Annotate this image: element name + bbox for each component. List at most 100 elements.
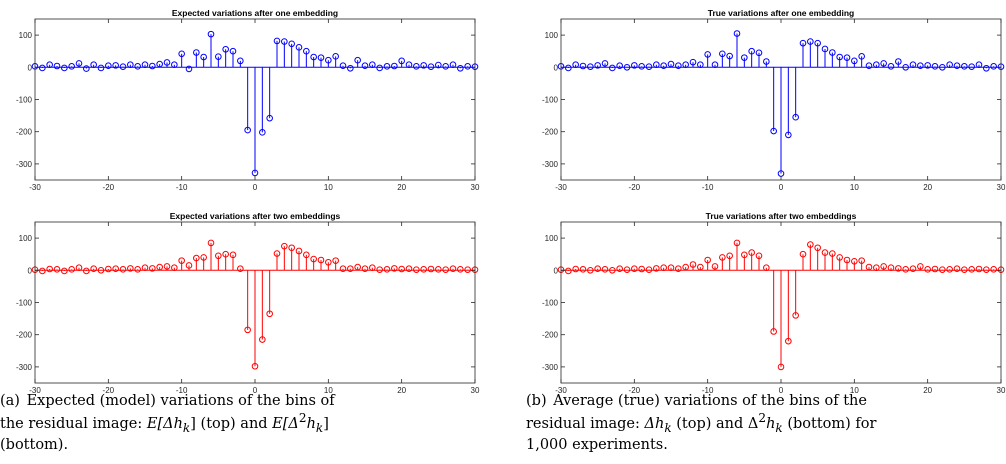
stem-marker [163,263,171,270]
stem-marker [667,264,675,272]
x-tick-label: -30 [555,386,567,395]
stem-marker [405,61,413,69]
stem-marker [68,266,75,273]
stem-marker [105,62,112,69]
stem-marker [215,53,222,60]
caption-a-mid: (top) and [195,415,273,432]
stem-marker [449,61,457,69]
stem-marker [178,257,185,264]
caption-b-sub2: k [775,420,783,435]
y-tick-label: -100 [542,96,559,105]
stem-marker [961,63,968,70]
stem-marker [383,63,391,70]
stem-marker [420,62,427,69]
stem-marker [281,242,288,250]
stem-marker [244,126,251,134]
stem-marker [733,239,741,247]
y-tick-label: 100 [19,234,33,243]
x-tick-label: -10 [176,183,188,192]
stem-marker [391,265,398,272]
x-tick-label: 20 [397,183,406,192]
stem-marker [587,267,594,274]
stem-marker [413,63,420,70]
stem-marker [325,258,332,266]
stem-marker [61,267,68,275]
stem-marker [609,267,616,274]
stem-marker [733,30,741,37]
stem-marker [645,266,653,273]
stem-marker [332,53,339,60]
stem-marker [748,249,755,256]
stem-marker [449,265,457,272]
x-tick-label: 20 [397,386,406,395]
stem-marker [222,250,229,258]
y-tick-label: 100 [545,234,559,243]
y-tick-label: 100 [545,31,559,40]
caption-b-math2: Δ [747,415,759,432]
stem-marker [572,61,579,69]
stem-marker [112,62,119,69]
stem-marker [675,62,682,69]
stem-marker [361,62,369,69]
stem-marker [376,64,383,72]
stem-marker [645,63,653,70]
stem-marker [763,58,770,65]
x-tick-label: 30 [471,183,480,192]
stem-marker [777,363,785,371]
stem-marker [457,266,464,273]
caption-b-math2-h: h [766,415,776,432]
caption-b-line3: 1,000 experiments. [526,436,668,453]
stem-marker [909,61,917,69]
stem-marker [317,54,325,61]
caption-b-sup2: 2 [758,411,767,425]
stem-marker [579,266,587,273]
stem-marker [917,62,924,69]
x-tick-label: -30 [29,183,41,192]
stem-marker [398,57,405,65]
stem-marker [53,266,61,273]
stem-marker [660,264,667,272]
stem-marker [719,50,726,58]
x-tick-label: -20 [629,183,641,192]
caption-b: (b) Average (true) variations of the bin… [526,393,1004,463]
y-tick-label: 0 [28,63,33,72]
stem-marker [119,266,127,273]
y-tick-label: -300 [542,160,559,169]
x-tick-label: 10 [850,183,859,192]
stem-marker [653,265,660,272]
stem-marker [968,63,975,70]
caption-b-sub1: k [664,420,672,435]
stem-marker [587,63,594,70]
stem-marker [398,265,405,273]
stem-marker [799,39,807,47]
stem-marker [726,252,733,260]
caption-a-line1: Expected (model) variations of the bins … [26,393,335,409]
y-tick-label: -300 [16,160,33,169]
y-tick-label: -100 [16,299,33,308]
stem-marker [354,56,361,64]
chart-title: Expected variations after two embeddings [170,211,341,221]
stem-marker [931,265,939,273]
x-tick-label: 0 [253,386,258,395]
stem-marker [266,114,273,122]
stem-marker [939,64,946,71]
stem-marker [127,61,134,69]
chart-panel-2: True variations after one embedding -30 -2… [542,8,1006,192]
chart-panel-3: Expected variations after two embeddings… [16,211,480,395]
stem-marker [858,257,865,264]
x-tick-label: 10 [324,183,333,192]
chart-title: Expected variations after one embedding [172,8,338,18]
caption-a-line3: (bottom). [0,436,69,453]
stem-marker [237,57,244,65]
stem-marker [741,54,748,61]
stem-marker [185,262,193,269]
stem-marker [237,265,244,272]
stem-marker [405,265,413,272]
x-tick-label: -30 [29,386,41,395]
stem-marker [369,61,376,69]
stem-marker [347,64,354,72]
stem-marker [829,250,836,257]
stem-marker [435,266,442,273]
stem-marker [53,62,61,70]
caption-b-label: (b) [526,393,547,409]
